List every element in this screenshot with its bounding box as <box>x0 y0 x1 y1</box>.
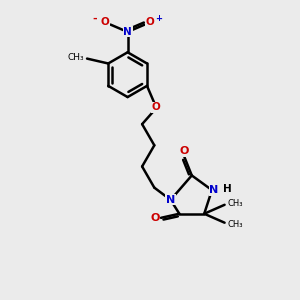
Text: N: N <box>209 185 219 195</box>
Text: O: O <box>101 17 110 27</box>
Text: O: O <box>150 213 160 223</box>
Text: O: O <box>180 146 189 156</box>
Text: N: N <box>123 27 132 37</box>
Text: H: H <box>223 184 232 194</box>
Text: -: - <box>93 14 97 24</box>
Text: O: O <box>152 102 161 112</box>
Text: CH₃: CH₃ <box>227 220 242 229</box>
Text: O: O <box>146 17 154 27</box>
Text: CH₃: CH₃ <box>227 199 242 208</box>
Text: +: + <box>155 14 163 23</box>
Text: CH₃: CH₃ <box>68 53 85 62</box>
Text: N: N <box>166 195 175 205</box>
